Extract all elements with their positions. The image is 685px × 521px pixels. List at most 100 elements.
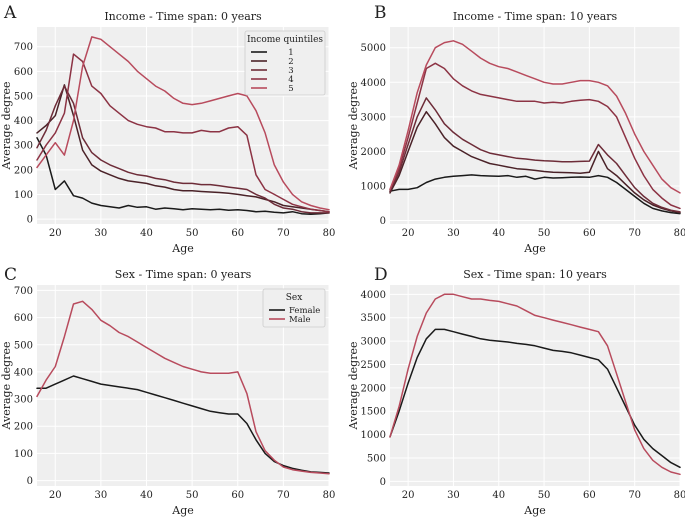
y-tick-label: 5000	[361, 43, 386, 54]
x-tick-label: 70	[628, 490, 641, 501]
y-tick-label: 2000	[361, 147, 386, 158]
x-tick-label: 20	[49, 490, 62, 501]
panel-title: Income - Time span: 0 years	[104, 10, 262, 23]
y-tick-label: 600	[14, 67, 33, 78]
x-tick-label: 30	[95, 228, 108, 239]
panel-letter: A	[3, 3, 17, 23]
y-tick-label: 1000	[361, 181, 386, 192]
y-tick-label: 700	[14, 42, 33, 53]
y-tick-label: 0	[380, 477, 386, 488]
y-tick-label: 200	[14, 422, 33, 433]
y-tick-label: 200	[14, 165, 33, 176]
legend-label-3: 3	[288, 66, 293, 76]
y-tick-label: 0	[27, 476, 33, 487]
y-tick-label: 400	[14, 367, 33, 378]
legend-label-1: 1	[288, 48, 293, 58]
x-tick-label: 80	[674, 490, 685, 501]
x-tick-label: 30	[95, 490, 108, 501]
series-line-1	[36, 137, 330, 215]
x-tick-label: 20	[402, 490, 415, 501]
series-line-4	[389, 62, 681, 210]
y-tick-label: 0	[380, 216, 386, 227]
x-tick-label: 60	[231, 228, 244, 239]
y-tick-label: 2000	[361, 383, 386, 394]
x-tick-label: 50	[186, 228, 199, 239]
x-axis-label: Age	[523, 242, 546, 255]
series-line-male	[36, 300, 330, 475]
x-tick-label: 70	[628, 228, 641, 239]
series-line-1	[389, 174, 681, 215]
legend-label-4: 4	[288, 75, 293, 85]
y-tick-label: 300	[14, 141, 33, 152]
x-axis-label: Age	[523, 504, 546, 517]
legend-box	[262, 288, 326, 328]
legend-title: Sex	[286, 293, 303, 303]
x-tick-label: 70	[277, 228, 290, 239]
y-axis-label: Average degree	[347, 342, 360, 431]
x-tick-label: 30	[447, 490, 460, 501]
x-axis-label: Age	[171, 504, 194, 517]
plot-background	[390, 285, 680, 486]
legend-label-2: 2	[288, 57, 293, 67]
y-tick-label: 700	[14, 286, 33, 297]
chart-panel-b: 20 30 40 50 60 70 80 0 1000 2000 3000 4000 5000 Incom…	[347, 3, 685, 255]
y-axis-label: Average degree	[0, 342, 13, 431]
series-line-2	[36, 84, 330, 213]
x-tick-label: 20	[402, 228, 415, 239]
y-tick-label: 500	[367, 453, 386, 464]
panel-title: Sex - Time span: 0 years	[115, 268, 252, 281]
y-axis-label: Average degree	[347, 82, 360, 171]
y-tick-label: 3000	[361, 337, 386, 348]
x-tick-label: 50	[186, 490, 199, 501]
x-tick-label: 60	[583, 228, 596, 239]
y-tick-label: 2500	[361, 360, 386, 371]
series-line-3	[36, 85, 330, 214]
y-tick-label: 4000	[361, 290, 386, 301]
panel-letter: D	[374, 265, 388, 285]
y-tick-label: 1000	[361, 430, 386, 441]
panel-letter: B	[374, 3, 387, 23]
y-tick-label: 3000	[361, 112, 386, 123]
panel-title: Income - Time span: 10 years	[453, 10, 618, 23]
legend-label-5: 5	[288, 84, 293, 94]
x-tick-label: 30	[447, 228, 460, 239]
chart-panel-a: 20 30 40 50 60 70 80 0 100 200 300 400 500 600 700 Inco…	[0, 3, 335, 255]
chart-panel-d: 20 30 40 50 60 70 80 0 500 1000 1500 2000 2500 3000 35…	[347, 265, 685, 517]
legend-title: Income quintiles	[247, 35, 323, 45]
x-tick-label: 70	[277, 490, 290, 501]
chart-panel-c: 20 30 40 50 60 70 80 0 100 200 300 400 500 600 700 Sex …	[0, 265, 335, 517]
series-line-3	[389, 97, 681, 213]
x-tick-label: 60	[583, 490, 596, 501]
y-tick-label: 4000	[361, 78, 386, 89]
y-tick-label: 100	[14, 449, 33, 460]
x-tick-label: 80	[674, 228, 685, 239]
y-axis-label: Average degree	[0, 82, 13, 171]
legend-label-female: Female	[289, 306, 320, 316]
y-tick-label: 400	[14, 116, 33, 127]
y-tick-label: 500	[14, 340, 33, 351]
legend-label-male: Male	[289, 315, 311, 325]
x-tick-label: 80	[323, 228, 336, 239]
series-line-4	[36, 53, 330, 213]
y-tick-label: 100	[14, 190, 33, 201]
x-tick-label: 60	[231, 490, 244, 501]
x-tick-label: 80	[323, 490, 336, 501]
panel-title: Sex - Time span: 10 years	[463, 268, 607, 281]
y-tick-label: 500	[14, 91, 33, 102]
series-line-2	[389, 110, 681, 214]
x-tick-label: 50	[538, 490, 551, 501]
y-tick-label: 1500	[361, 407, 386, 418]
series-line-5	[36, 36, 330, 211]
x-tick-label: 50	[538, 228, 551, 239]
x-axis-label: Age	[171, 242, 194, 255]
y-tick-label: 300	[14, 395, 33, 406]
y-tick-label: 0	[27, 215, 33, 226]
x-tick-label: 40	[492, 228, 505, 239]
x-tick-label: 40	[140, 490, 153, 501]
y-tick-label: 600	[14, 313, 33, 324]
x-tick-label: 40	[492, 490, 505, 501]
series-line-male	[389, 293, 681, 476]
x-tick-label: 40	[140, 228, 153, 239]
